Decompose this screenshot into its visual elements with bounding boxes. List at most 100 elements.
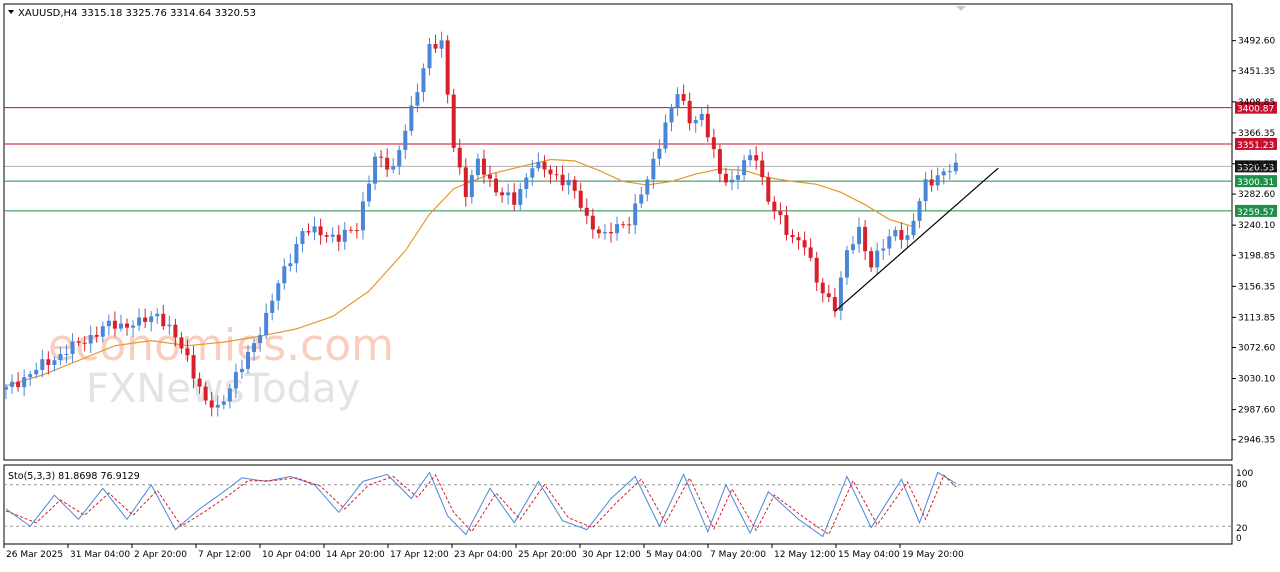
candle-body[interactable] (851, 244, 855, 251)
candle-body[interactable] (730, 179, 734, 183)
candle-body[interactable] (360, 201, 365, 231)
candle-body[interactable] (439, 40, 444, 49)
candle-body[interactable] (209, 400, 214, 408)
candle-body[interactable] (282, 266, 287, 284)
candle-body[interactable] (748, 155, 753, 161)
candle-body[interactable] (373, 156, 378, 184)
candle-body[interactable] (481, 158, 486, 175)
candle-body[interactable] (645, 179, 650, 195)
candle-body[interactable] (22, 377, 27, 388)
candle-body[interactable] (469, 175, 474, 198)
candle-body[interactable] (264, 312, 269, 336)
candle-body[interactable] (869, 251, 874, 268)
candle-body[interactable] (203, 386, 208, 401)
candle-body[interactable] (711, 137, 716, 150)
candle-body[interactable] (348, 229, 353, 231)
candle-body[interactable] (88, 334, 93, 344)
candle-body[interactable] (929, 179, 934, 186)
candle-body[interactable] (233, 372, 238, 389)
candle-body[interactable] (391, 166, 396, 170)
candle-body[interactable] (627, 224, 632, 226)
candle-body[interactable] (4, 386, 8, 390)
candle-body[interactable] (10, 381, 15, 387)
candle-body[interactable] (354, 230, 359, 232)
candle-body[interactable] (602, 231, 607, 234)
candle-body[interactable] (518, 189, 523, 205)
candle-body[interactable] (463, 167, 468, 198)
candle-body[interactable] (669, 107, 674, 123)
candle-body[interactable] (58, 354, 63, 361)
candle-body[interactable] (324, 235, 329, 237)
candle-body[interactable] (94, 334, 99, 337)
candle-body[interactable] (536, 161, 541, 169)
candle-body[interactable] (318, 226, 323, 236)
candle-body[interactable] (276, 283, 281, 301)
candle-body[interactable] (548, 169, 553, 175)
candle-body[interactable] (923, 179, 928, 202)
collapse-triangle-icon[interactable] (8, 10, 14, 14)
candle-body[interactable] (941, 171, 946, 176)
candle-body[interactable] (687, 100, 692, 124)
candle-body[interactable] (760, 160, 765, 178)
candle-body[interactable] (246, 351, 250, 369)
candle-body[interactable] (488, 174, 492, 179)
candle-body[interactable] (881, 248, 886, 251)
trendline[interactable] (834, 167, 999, 312)
candle-body[interactable] (742, 160, 747, 176)
candle-body[interactable] (433, 44, 438, 49)
candle-body[interactable] (500, 192, 505, 196)
candle-body[interactable] (82, 342, 87, 344)
candle-body[interactable] (149, 316, 154, 322)
candle-body[interactable] (106, 320, 111, 327)
candle-body[interactable] (953, 162, 958, 172)
candle-body[interactable] (784, 215, 789, 236)
candle-body[interactable] (379, 156, 384, 158)
candle-body[interactable] (125, 323, 129, 328)
candle-body[interactable] (524, 177, 529, 190)
scroll-marker-icon[interactable] (956, 6, 966, 11)
candle-body[interactable] (808, 247, 813, 258)
candle-body[interactable] (633, 203, 638, 226)
candle-body[interactable] (403, 130, 408, 150)
candle-body[interactable] (336, 234, 341, 242)
candle-body[interactable] (137, 317, 142, 326)
candle-body[interactable] (911, 220, 916, 236)
candle-body[interactable] (227, 388, 232, 402)
candle-body[interactable] (385, 157, 390, 170)
candle-body[interactable] (844, 250, 849, 278)
candle-body[interactable] (427, 44, 432, 69)
candle-body[interactable] (675, 94, 680, 108)
candle-body[interactable] (306, 231, 311, 233)
candle-body[interactable] (772, 201, 777, 212)
candle-body[interactable] (173, 324, 178, 338)
candle-body[interactable] (530, 168, 535, 178)
candle-body[interactable] (802, 240, 807, 248)
candle-body[interactable] (651, 158, 656, 180)
candle-body[interactable] (717, 149, 722, 174)
candle-body[interactable] (826, 293, 831, 298)
candle-body[interactable] (905, 235, 910, 240)
candle-body[interactable] (118, 323, 123, 329)
stoch-k-line[interactable] (5, 471, 957, 538)
candle-body[interactable] (578, 190, 583, 208)
candle-body[interactable] (70, 341, 75, 354)
candle-body[interactable] (52, 360, 57, 366)
candle-body[interactable] (155, 313, 160, 317)
candle-body[interactable] (409, 105, 414, 131)
candle-body[interactable] (191, 355, 196, 379)
candle-body[interactable] (239, 368, 244, 373)
candle-body[interactable] (693, 120, 698, 124)
candle-body[interactable] (451, 94, 456, 148)
candle-body[interactable] (790, 235, 795, 238)
candle-body[interactable] (917, 201, 922, 221)
candle-body[interactable] (663, 122, 668, 149)
candle-body[interactable] (300, 231, 305, 245)
candle-body[interactable] (832, 297, 837, 311)
candle-body[interactable] (584, 207, 589, 216)
candle-body[interactable] (76, 341, 81, 343)
candle-body[interactable] (342, 229, 347, 242)
candle-body[interactable] (554, 174, 559, 176)
candle-body[interactable] (167, 324, 172, 327)
candle-body[interactable] (34, 369, 39, 375)
candle-body[interactable] (512, 192, 517, 205)
